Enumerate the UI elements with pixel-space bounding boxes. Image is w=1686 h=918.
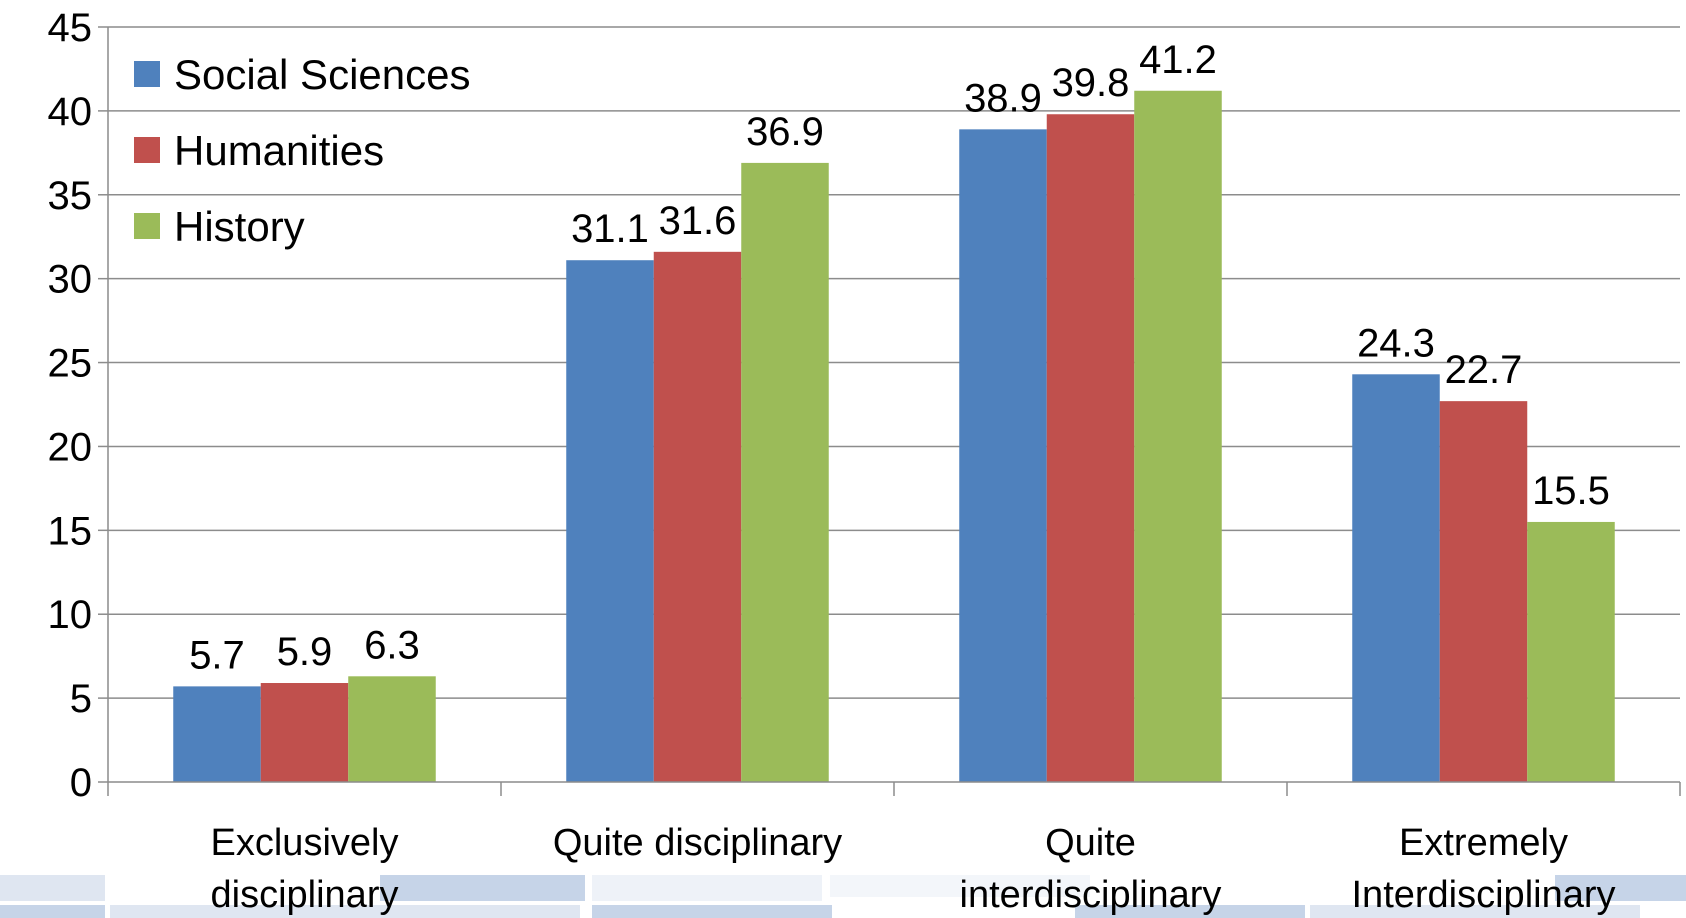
- x-axis-category-labels: Exclusively disciplinary Quite disciplinar…: [211, 822, 1616, 916]
- y-tick-label: 45: [48, 6, 93, 50]
- data-label: 6.3: [364, 623, 420, 667]
- y-tick-label: 10: [48, 593, 93, 637]
- data-label: 24.3: [1357, 321, 1435, 365]
- data-label: 15.5: [1532, 469, 1610, 513]
- bar-humanities: [260, 683, 349, 782]
- data-label: 39.8: [1052, 61, 1130, 105]
- bar-history: [1527, 521, 1615, 782]
- x-category-label: Exclusively: [211, 822, 399, 864]
- legend-swatch: [134, 213, 160, 239]
- bar-social-sciences: [173, 686, 261, 782]
- legend-label: Humanities: [174, 127, 384, 174]
- x-category-label: Extremely: [1399, 822, 1568, 864]
- data-label: 22.7: [1445, 348, 1523, 392]
- bar-history: [1134, 90, 1222, 782]
- bar-social-sciences: [566, 260, 654, 782]
- bar-social-sciences: [1352, 374, 1440, 782]
- bars: [173, 90, 1615, 783]
- bar-humanities: [1046, 114, 1135, 782]
- legend-swatch: [134, 61, 160, 87]
- data-label: 36.9: [746, 110, 824, 154]
- data-label: 38.9: [964, 76, 1042, 120]
- legend-label: History: [174, 203, 305, 250]
- footer-decoration: [0, 875, 1686, 918]
- bar-history: [348, 676, 436, 782]
- y-tick-label: 5: [70, 677, 92, 721]
- bar-humanities: [1439, 401, 1528, 782]
- x-category-label: Quite: [1045, 822, 1136, 864]
- y-tick-label: 30: [48, 258, 93, 302]
- x-category-label: disciplinary: [211, 874, 399, 916]
- data-label: 31.6: [659, 199, 737, 243]
- data-labels: 5.7 31.1 38.9 24.3 5.9 31.6 39.8 22.7 6.3 36.9 41.…: [189, 38, 1610, 678]
- x-category-label: Interdisciplinary: [1352, 874, 1616, 916]
- data-label: 5.9: [277, 630, 333, 674]
- data-label: 41.2: [1139, 38, 1217, 82]
- y-tick-label: 0: [70, 761, 92, 805]
- axes: [98, 26, 1681, 796]
- x-category-label: interdisciplinary: [960, 874, 1222, 916]
- bar-humanities: [653, 251, 742, 783]
- y-tick-label: 25: [48, 342, 93, 386]
- y-tick-label: 35: [48, 174, 93, 218]
- bar-social-sciences: [959, 129, 1047, 782]
- data-label: 31.1: [571, 207, 649, 251]
- x-category-label: Quite disciplinary: [553, 822, 842, 864]
- y-tick-label: 20: [48, 425, 93, 469]
- legend-label: Social Sciences: [174, 51, 470, 98]
- y-tick-label: 15: [48, 509, 93, 553]
- bar-history: [741, 162, 829, 782]
- data-label: 5.7: [189, 633, 245, 677]
- legend: Social Sciences Humanities History: [134, 51, 470, 250]
- y-axis-tick-labels: 0 5 10 15 20 25 30 35 40 45: [48, 6, 93, 805]
- y-tick-label: 40: [48, 90, 93, 134]
- legend-swatch: [134, 137, 160, 163]
